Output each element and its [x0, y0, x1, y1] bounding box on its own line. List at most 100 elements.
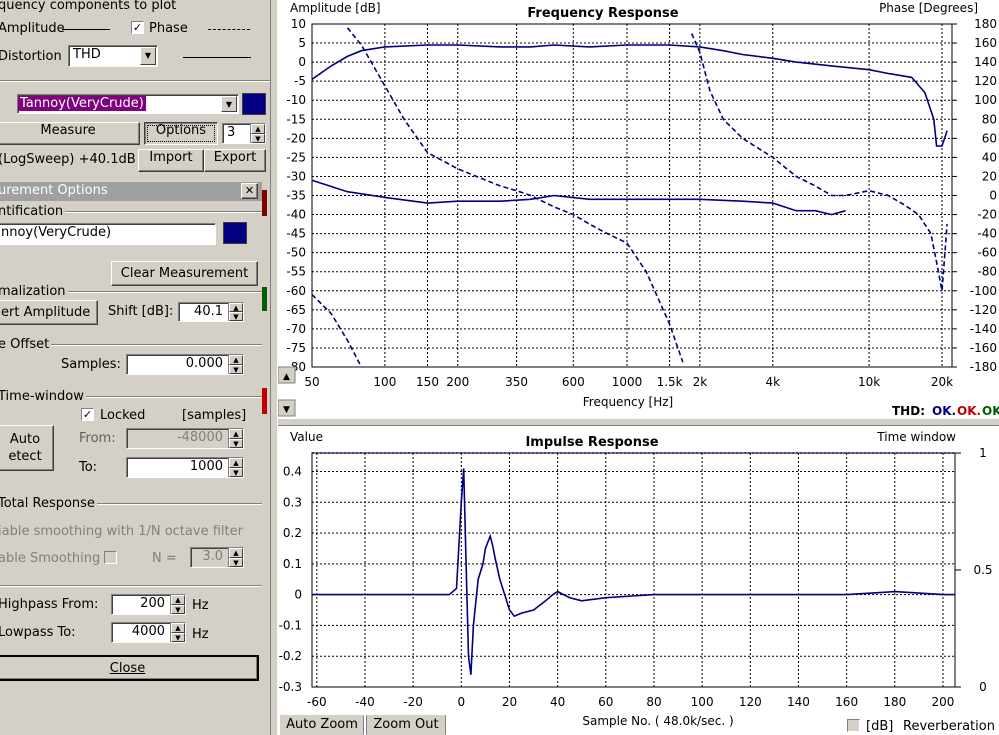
smoothing-checkbox[interactable] — [104, 551, 117, 564]
fr-yleft-tick-label: -75 — [286, 341, 306, 355]
export-button[interactable]: Export — [204, 149, 266, 172]
ir-x-tick-label: 60 — [598, 695, 613, 709]
ir-x-tick-label: 20 — [502, 695, 517, 709]
fr-yright-tick-label: 180 — [974, 17, 997, 31]
fr-yright-tick-label: 40 — [982, 150, 997, 164]
identification-label: ntification — [0, 204, 66, 220]
fr-yleft-tick-label: -20 — [286, 131, 306, 145]
samples-input[interactable]: 0.000 — [126, 354, 244, 375]
total-response-label: Total Response — [0, 496, 97, 512]
fr-scroll-up-button[interactable]: ▲ — [278, 366, 296, 384]
to-label: To: — [79, 460, 98, 475]
chevron-down-icon[interactable]: ▼ — [221, 96, 237, 112]
highpass-unit: Hz — [192, 598, 209, 613]
from-input[interactable]: -48000 — [126, 428, 244, 449]
fr-yright-tick-label: -100 — [970, 284, 997, 298]
measure-button[interactable]: Measure — [0, 122, 140, 145]
fr-yleft-tick-label: 0 — [298, 55, 306, 69]
samples-spinner[interactable]: ▲ ▼ — [228, 355, 243, 374]
normalization-label: malization — [0, 284, 68, 300]
to-input[interactable]: 1000 — [126, 457, 244, 478]
close-icon[interactable]: ✕ — [241, 183, 258, 199]
smoothing-label: able Smoothing — [0, 551, 101, 566]
fr-yright-tick-label: -20 — [977, 208, 997, 222]
fr-series-2 — [311, 294, 363, 368]
impulse-response-chart: -60 -40 -20 0 20 40 60 80 100 120 140 160 180 200 0.4… — [278, 426, 999, 735]
chart-splitter[interactable] — [278, 418, 999, 426]
fr-xlabel: Frequency [Hz] — [583, 395, 674, 409]
auto-zoom-button[interactable]: Auto Zoom — [280, 715, 364, 735]
invert-amplitude-button[interactable]: ert Amplitude — [0, 300, 98, 325]
thd-label: THD: — [892, 404, 925, 418]
fr-yright-tick-label: -120 — [970, 303, 997, 317]
fr-yleft-tick-label: -35 — [286, 189, 306, 203]
samples-label: Samples: — [61, 357, 121, 372]
offset-label: e Offset — [0, 337, 52, 353]
amplitude-label: Amplitude — [0, 21, 65, 36]
zoom-out-button[interactable]: Zoom Out — [366, 715, 446, 735]
fr-yleft-tick-label: -55 — [286, 265, 306, 279]
distortion-select[interactable]: THD — [68, 45, 158, 67]
options-button[interactable]: Options — [144, 122, 218, 145]
options-panel-title: urement Options — [0, 183, 108, 198]
divider — [0, 396, 262, 398]
db-checkbox[interactable] — [847, 719, 860, 732]
ir-yleft-tick-label: -0.2 — [279, 649, 302, 663]
import-button[interactable]: Import — [138, 149, 204, 172]
divider — [0, 211, 262, 213]
chevron-down-icon[interactable]: ▼ — [140, 47, 156, 65]
highpass-input[interactable]: 200 — [111, 594, 186, 615]
to-spinner[interactable]: ▲ ▼ — [228, 458, 243, 477]
fr-yleft-tick-label: -70 — [286, 322, 306, 336]
fr-x-tick-label: 150 — [416, 375, 439, 389]
lowpass-spinner[interactable]: ▲ ▼ — [170, 623, 185, 642]
fr-yleft-tick-label: -25 — [286, 150, 306, 164]
distortion-line-sample — [183, 57, 251, 58]
measurement-name: Tannoy(VeryCrude) — [18, 96, 146, 111]
auto-detect-button[interactable]: Auto etect — [0, 425, 54, 471]
ir-x-tick-label: 140 — [787, 695, 810, 709]
fr-yleft-tick-label: -60 — [286, 284, 306, 298]
ir-x-tick-label: -20 — [403, 695, 423, 709]
ir-yleft-tick-label: 0.3 — [283, 495, 302, 509]
fr-yleft-tick-label: -15 — [286, 112, 306, 126]
clear-measurement-button[interactable]: Clear Measurement — [111, 261, 258, 286]
highpass-spinner[interactable]: ▲ ▼ — [170, 595, 185, 614]
ir-xlabel: Sample No. ( 48.0k/sec. ) — [582, 714, 733, 728]
ir-yleft-tick-label: 0.2 — [283, 526, 302, 540]
fr-x-tick-label: 20k — [931, 375, 953, 389]
ir-yleft-tick-label: 0.4 — [283, 464, 302, 478]
panel-splitter[interactable] — [270, 0, 278, 735]
shift-input[interactable]: 40.1 — [178, 302, 244, 322]
ir-yright-tick-label: 0.5 — [973, 563, 992, 577]
close-button[interactable]: Close — [0, 655, 259, 681]
fr-yright-tick-label: -80 — [977, 265, 997, 279]
fr-yright-tick-label: -40 — [977, 227, 997, 241]
amplitude-line-sample — [62, 29, 110, 30]
thd-ok-2: OK. — [957, 404, 981, 418]
color-swatch[interactable] — [242, 93, 266, 115]
identification-color-swatch[interactable] — [223, 222, 247, 244]
fr-yright-tick-label: 140 — [974, 55, 997, 69]
fr-x-tick-label: 200 — [446, 375, 469, 389]
count-spinner[interactable]: ▲ ▼ — [250, 124, 265, 143]
identification-input[interactable]: nnoy(VeryCrude) — [0, 223, 216, 245]
ir-yleft-tick-label: 0 — [294, 588, 302, 602]
divider — [0, 291, 262, 293]
phase-checkbox[interactable]: ✓ — [131, 21, 144, 34]
locked-checkbox[interactable]: ✓ — [81, 408, 94, 421]
fr-yright-tick-label: 20 — [982, 169, 997, 183]
measurement-select[interactable]: Tannoy(VeryCrude) — [17, 94, 239, 114]
panel-edge-marker — [262, 190, 267, 216]
fr-yright-tick-label: -180 — [970, 360, 997, 374]
fr-scroll-down-button[interactable]: ▼ — [278, 399, 296, 417]
fr-yright-tick-label: -160 — [970, 341, 997, 355]
from-spinner[interactable]: ▲ ▼ — [228, 429, 243, 448]
shift-spinner[interactable]: ▲ ▼ — [228, 303, 243, 321]
lowpass-label: Lowpass To: — [0, 625, 76, 640]
n-spinner[interactable]: ▲ ▼ — [228, 548, 243, 567]
lowpass-input[interactable]: 4000 — [111, 622, 186, 643]
fr-yleft-tick-label: -45 — [286, 227, 306, 241]
ir-x-tick-label: -60 — [307, 695, 327, 709]
fr-yright-tick-label: 0 — [989, 189, 997, 203]
